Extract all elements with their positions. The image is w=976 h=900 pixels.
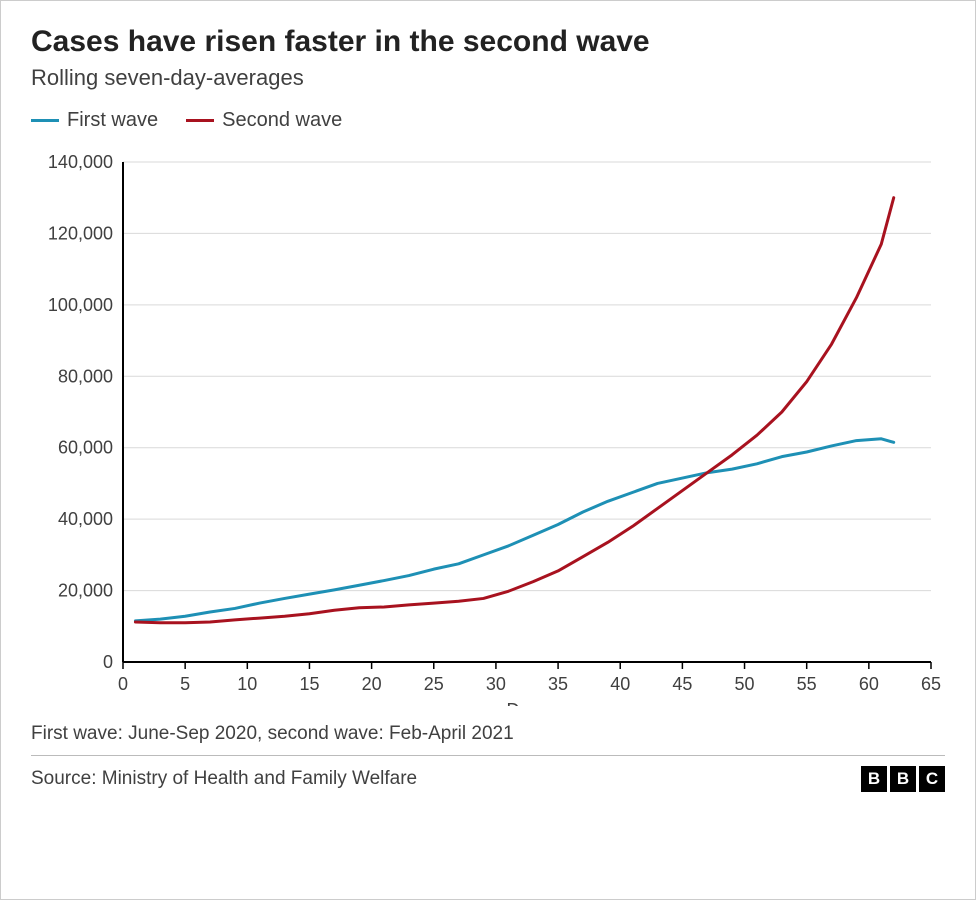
- svg-text:0: 0: [118, 674, 128, 694]
- svg-text:60: 60: [859, 674, 879, 694]
- svg-text:55: 55: [797, 674, 817, 694]
- chart-subtitle: Rolling seven-day-averages: [31, 65, 945, 91]
- svg-text:50: 50: [735, 674, 755, 694]
- svg-text:60,000: 60,000: [58, 438, 113, 458]
- svg-text:45: 45: [672, 674, 692, 694]
- svg-text:140,000: 140,000: [48, 152, 113, 172]
- legend-item-second-wave: Second wave: [186, 109, 342, 132]
- svg-text:40: 40: [610, 674, 630, 694]
- footer-block: First wave: June-Sep 2020, second wave: …: [31, 723, 945, 792]
- svg-text:65: 65: [921, 674, 941, 694]
- svg-text:20: 20: [362, 674, 382, 694]
- svg-text:100,000: 100,000: [48, 295, 113, 315]
- svg-text:80,000: 80,000: [58, 366, 113, 386]
- bbc-logo-letter: C: [919, 766, 945, 792]
- bbc-logo-letter: B: [861, 766, 887, 792]
- legend: First wave Second wave: [31, 109, 945, 132]
- svg-text:15: 15: [299, 674, 319, 694]
- svg-text:5: 5: [180, 674, 190, 694]
- footnote-text: First wave: June-Sep 2020, second wave: …: [31, 723, 945, 745]
- svg-text:Days: Days: [506, 700, 547, 706]
- line-chart-svg: 0 20,000 40,000 60,000 80,000 100,000 120,000 1…: [31, 146, 941, 706]
- legend-swatch-first-wave: [31, 119, 59, 122]
- svg-text:120,000: 120,000: [48, 223, 113, 243]
- svg-text:0: 0: [103, 652, 113, 672]
- legend-label-first-wave: First wave: [67, 109, 158, 132]
- legend-label-second-wave: Second wave: [222, 109, 342, 132]
- bbc-logo-letter: B: [890, 766, 916, 792]
- divider: [31, 755, 945, 756]
- plot-area: 0 20,000 40,000 60,000 80,000 100,000 120,000 1…: [31, 146, 945, 711]
- legend-swatch-second-wave: [186, 119, 214, 122]
- svg-text:35: 35: [548, 674, 568, 694]
- svg-text:25: 25: [424, 674, 444, 694]
- source-text: Source: Ministry of Health and Family We…: [31, 768, 417, 790]
- svg-text:20,000: 20,000: [58, 581, 113, 601]
- legend-item-first-wave: First wave: [31, 109, 158, 132]
- chart-title: Cases have risen faster in the second wa…: [31, 25, 945, 59]
- svg-text:40,000: 40,000: [58, 509, 113, 529]
- bbc-logo: B B C: [861, 766, 945, 792]
- chart-container: Cases have risen faster in the second wa…: [0, 0, 976, 900]
- svg-text:30: 30: [486, 674, 506, 694]
- svg-text:10: 10: [237, 674, 257, 694]
